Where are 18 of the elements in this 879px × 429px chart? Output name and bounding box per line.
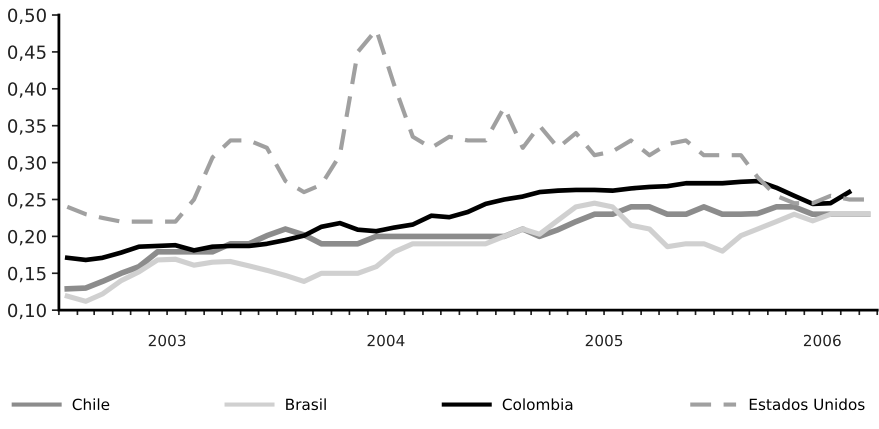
y-tick-label: 0,40 [8, 82, 46, 98]
y-tick-label: 0,35 [8, 119, 46, 135]
y-tick-label: 0,20 [8, 230, 46, 246]
line-series [64, 178, 852, 262]
x-tick-label: 2003 [148, 334, 186, 346]
x-tick-label: 2006 [804, 334, 841, 346]
legend-label: Estados Unidos [750, 398, 865, 410]
legend-label: Chile [72, 398, 110, 410]
x-tick-label: 2005 [586, 334, 622, 346]
legend-label: Colombia [502, 398, 572, 410]
y-tick-label: 0,10 [8, 304, 46, 320]
y-tick-label: 0,45 [8, 45, 46, 61]
legend-label: Brasil [286, 398, 326, 410]
y-tick-label: 0,15 [8, 266, 46, 282]
y-tick-label: 0,25 [8, 192, 46, 208]
x-tick-label: 2004 [368, 334, 404, 346]
y-tick-label: 0,30 [8, 156, 46, 172]
y-tick-label: 0,50 [8, 8, 46, 24]
